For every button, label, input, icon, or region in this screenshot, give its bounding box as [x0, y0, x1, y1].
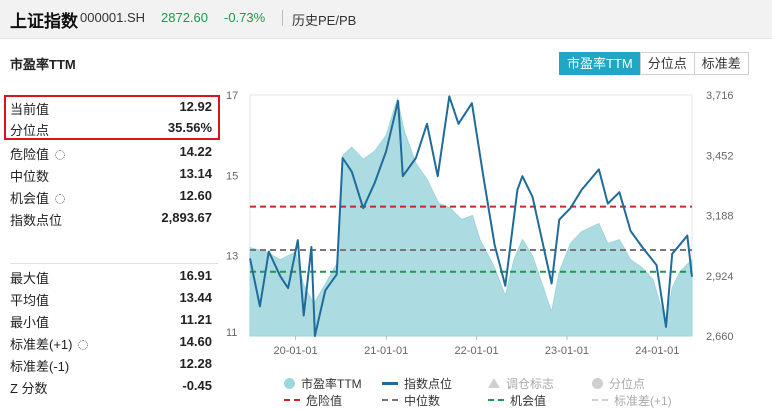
- x-axis-tick: 23-01-01: [545, 345, 589, 357]
- legend-label: 机会值: [510, 393, 547, 408]
- stat-std-minus: 标准差(-1) 12.28: [10, 354, 212, 374]
- legend-item[interactable]: 调仓标志: [488, 375, 554, 391]
- metric-value: 2,893.67: [161, 210, 212, 225]
- history-pe-pb-link[interactable]: 历史PE/PB: [292, 13, 357, 28]
- right-axis-tick: 3,452: [706, 150, 734, 162]
- legend-label: 中位数: [404, 393, 441, 408]
- settings-gear-icon[interactable]: [55, 150, 66, 160]
- index-line: [249, 95, 693, 337]
- stat-label: 最小值: [10, 315, 50, 330]
- stat-value: 11.21: [180, 312, 212, 327]
- legend-label: 市盈率TTM: [301, 376, 362, 391]
- metric-label: 分位点: [10, 123, 50, 138]
- x-axis-tick: 20-01-01: [274, 345, 318, 357]
- metric-value: 12.92: [179, 99, 212, 114]
- left-axis-tick: 11: [226, 327, 237, 339]
- left-axis-tick: 15: [226, 170, 238, 182]
- stat-z-score: Z 分数 -0.45: [10, 376, 212, 396]
- legend-circle-icon: [592, 377, 603, 389]
- index-code: 000001.SH: [80, 10, 146, 25]
- metric-tabs: 市盈率TTM 分位点 标准差: [559, 52, 749, 75]
- metric-label: 指数点位: [10, 213, 63, 228]
- metrics-divider: [10, 263, 218, 264]
- index-price: 2872.60: [161, 10, 208, 25]
- metric-opportunity-value: 机会值 12.60: [10, 186, 212, 206]
- metric-index-level: 指数点位 2,893.67: [10, 208, 212, 228]
- legend-item[interactable]: 标准差(+1): [592, 392, 672, 408]
- metric-percentile: 分位点 35.56%: [10, 118, 212, 138]
- legend-item[interactable]: 指数点位: [382, 375, 452, 391]
- metric-label: 危险值: [10, 147, 50, 162]
- stat-value: 14.60: [179, 334, 212, 349]
- settings-gear-icon[interactable]: [78, 340, 89, 350]
- legend-label: 分位点: [609, 376, 646, 391]
- index-header: 上证指数 000001.SH 2872.60 -0.73% 历史PE/PB: [0, 0, 772, 39]
- metric-danger-value: 危险值 14.22: [10, 142, 212, 162]
- stat-value: 16.91: [179, 268, 212, 283]
- stat-value: 13.44: [179, 290, 212, 305]
- index-change: -0.73%: [224, 10, 266, 25]
- legend-label: 标准差(+1): [614, 393, 672, 408]
- legend-dash-icon: [284, 399, 300, 401]
- stat-value: 12.28: [179, 356, 212, 371]
- legend-item[interactable]: 中位数: [382, 392, 440, 408]
- legend-line-icon: [382, 381, 398, 385]
- legend-item[interactable]: 机会值: [488, 392, 546, 408]
- stat-label: Z 分数: [10, 381, 48, 396]
- tab-percentile[interactable]: 分位点: [639, 52, 695, 75]
- legend-label: 危险值: [306, 393, 343, 408]
- legend-dash-icon: [382, 399, 398, 401]
- right-axis-tick: 3,716: [706, 90, 734, 102]
- left-axis-tick: 13: [226, 251, 238, 263]
- right-axis-tick: 2,924: [706, 271, 734, 283]
- tab-pe-ttm[interactable]: 市盈率TTM: [559, 52, 641, 75]
- tab-std-dev[interactable]: 标准差: [693, 52, 749, 75]
- metric-current-value: 当前值 12.92: [10, 97, 212, 117]
- right-axis-tick: 3,188: [706, 211, 734, 223]
- stat-min: 最小值 11.21: [10, 310, 212, 330]
- stat-label: 标准差(+1): [10, 337, 73, 352]
- stat-label: 最大值: [10, 271, 50, 286]
- legend-label: 指数点位: [404, 376, 453, 391]
- legend-triangle-icon: [488, 378, 500, 388]
- settings-gear-icon[interactable]: [55, 194, 66, 204]
- metric-label: 当前值: [10, 102, 50, 117]
- legend-item[interactable]: 危险值: [284, 392, 342, 408]
- header-divider: [282, 10, 283, 26]
- highlight-box: [4, 95, 220, 140]
- right-axis-tick: 2,660: [706, 331, 734, 343]
- x-axis-tick: 24-01-01: [635, 345, 679, 357]
- stat-max: 最大值 16.91: [10, 266, 212, 286]
- stat-std-plus: 标准差(+1) 14.60: [10, 332, 212, 352]
- stat-label: 标准差(-1): [10, 359, 70, 374]
- legend-item[interactable]: 分位点: [592, 375, 645, 391]
- legend-label: 调仓标志: [506, 376, 555, 391]
- legend-dash-icon: [488, 399, 504, 401]
- left-axis-tick: 17: [226, 90, 238, 102]
- legend-dash-icon: [592, 399, 608, 401]
- metric-label: 中位数: [10, 169, 50, 184]
- pe-chart[interactable]: 17 15 13 11 3,716 3,452 3,188 2,924 2,660 20-01-0…: [224, 84, 744, 370]
- legend-circle-icon: [284, 377, 295, 389]
- metric-value: 13.14: [179, 166, 212, 181]
- index-name: 上证指数: [10, 12, 78, 31]
- x-axis-tick: 21-01-01: [364, 345, 408, 357]
- metric-label: 机会值: [10, 191, 50, 206]
- section-title: 市盈率TTM: [10, 57, 76, 72]
- metric-value: 35.56%: [167, 120, 212, 135]
- chart-legend: 市盈率TTM 指数点位 调仓标志 分位点危险值 中位数 机会值 标准差(+1): [270, 374, 710, 408]
- metric-value: 12.60: [179, 188, 212, 203]
- metric-value: 14.22: [179, 144, 212, 159]
- stat-mean: 平均值 13.44: [10, 288, 212, 308]
- stat-value: -0.45: [182, 378, 212, 393]
- metric-median: 中位数 13.14: [10, 164, 212, 184]
- stat-label: 平均值: [10, 293, 50, 308]
- legend-item[interactable]: 市盈率TTM: [284, 375, 362, 391]
- x-axis-tick: 22-01-01: [455, 345, 499, 357]
- pe-ttm-area: [249, 97, 693, 337]
